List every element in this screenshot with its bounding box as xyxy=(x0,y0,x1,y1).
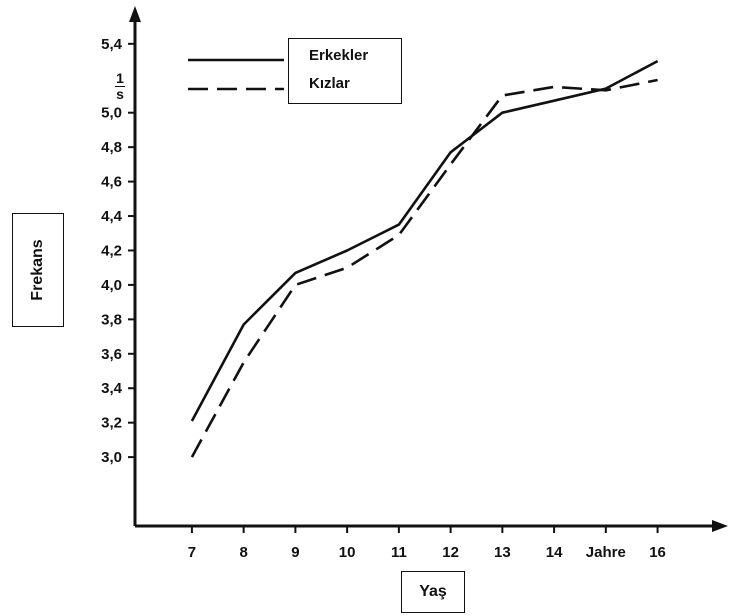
y-tick-label: 5,4 xyxy=(101,36,123,53)
legend-samples xyxy=(188,58,284,91)
y-tick-label: 3,8 xyxy=(101,311,122,328)
x-tick-label: 12 xyxy=(442,544,459,561)
x-axis-label: Yaş xyxy=(419,583,447,600)
y-axis-label: Frekans xyxy=(29,239,46,301)
x-tick-label: Jahre xyxy=(586,544,626,561)
x-tick-label: 16 xyxy=(649,544,666,561)
x-axis-ticks: 7 8 9 10 11 12 13 14 Jahre 16 xyxy=(188,526,666,561)
y-axis-arrow xyxy=(129,6,141,22)
series-line-kızlar xyxy=(190,78,658,458)
y-tick-label: 5,0 xyxy=(101,105,122,122)
y-tick-label: 3,4 xyxy=(101,380,123,397)
legend: Erkekler Kızlar xyxy=(288,38,402,104)
series-lines xyxy=(190,59,659,458)
x-tick-label: 10 xyxy=(339,544,356,561)
x-tick-label: 14 xyxy=(546,544,563,561)
y-tick-label: 3,0 xyxy=(101,449,122,466)
y-axis-unit: 1 s xyxy=(114,70,126,102)
x-axis-label-box: Yaş xyxy=(401,571,465,613)
y-tick-label: 4,8 xyxy=(101,139,122,156)
x-tick-label: 9 xyxy=(291,544,299,561)
legend-label-kizlar: Kızlar xyxy=(309,75,350,92)
y-unit-denominator: s xyxy=(116,86,124,102)
y-tick-label: 3,2 xyxy=(101,415,122,432)
y-tick-label: 4,6 xyxy=(101,174,122,191)
y-unit-numerator: 1 xyxy=(116,70,124,86)
y-axis-ticks: 3,0 3,2 3,4 3,6 3,8 4,0 4,2 4,4 4,6 4,8 5,0 5,4 xyxy=(101,36,135,466)
y-axis-label-box: Frekans xyxy=(12,213,64,327)
y-tick-label: 4,0 xyxy=(101,277,122,294)
y-tick-label: 4,4 xyxy=(101,208,123,225)
legend-label-erkekler: Erkekler xyxy=(309,47,369,64)
y-tick-label: 3,6 xyxy=(101,346,122,363)
y-tick-label: 4,2 xyxy=(101,242,122,259)
chart-axes xyxy=(129,6,728,532)
x-axis-arrow xyxy=(712,520,728,532)
x-tick-label: 13 xyxy=(494,544,511,561)
series-line-erkekler xyxy=(190,59,659,422)
x-tick-label: 8 xyxy=(239,544,247,561)
x-tick-label: 11 xyxy=(391,544,407,561)
x-tick-label: 7 xyxy=(188,544,196,561)
